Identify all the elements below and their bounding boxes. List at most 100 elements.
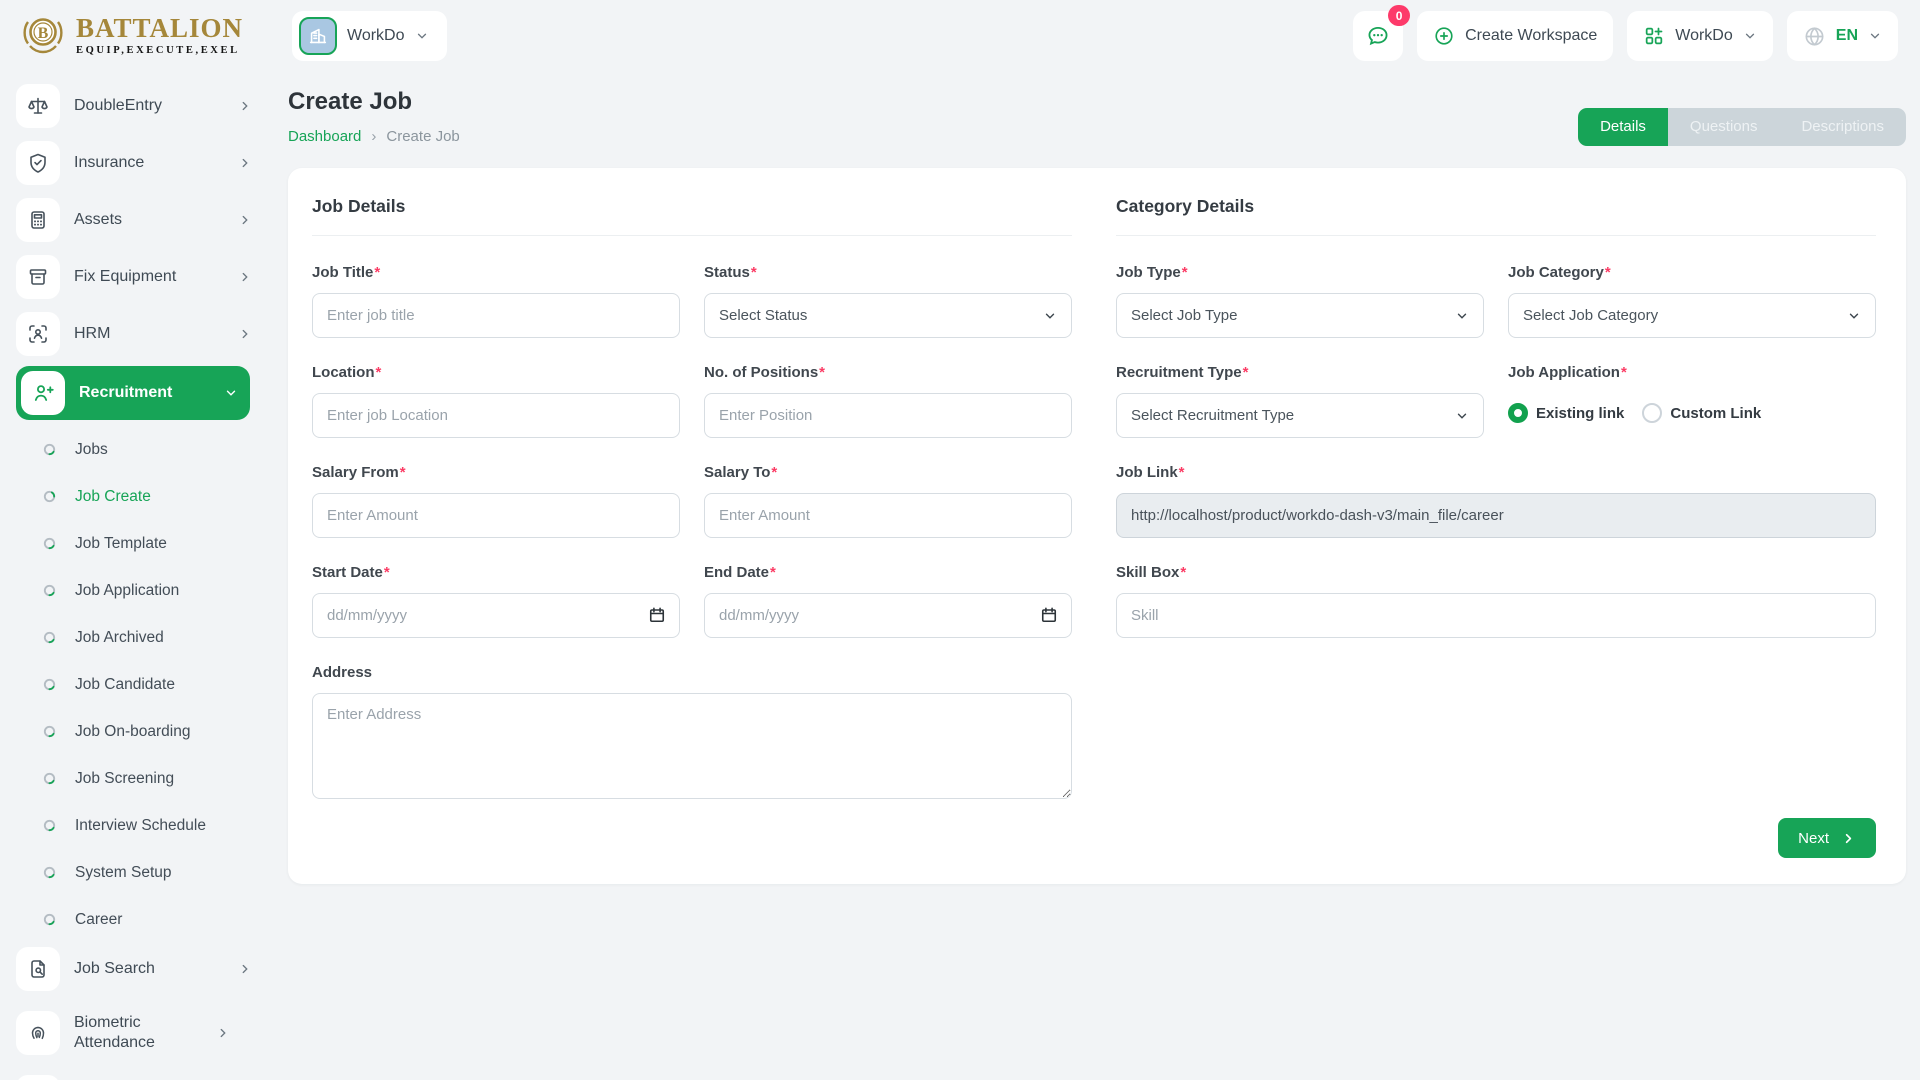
topbar: B BATTALION EQUIP,EXECUTE,EXEL WorkDo <box>0 0 1920 72</box>
globe-icon <box>1803 25 1826 48</box>
sidebar-subitem-job-archived[interactable]: Job Archived <box>0 614 262 661</box>
radio-existing-link[interactable]: Existing link <box>1508 403 1624 423</box>
sidebar-subitem-system-setup[interactable]: System Setup <box>0 849 262 896</box>
sidebar-subitem-jobs[interactable]: Jobs <box>0 426 262 473</box>
positions-input[interactable] <box>704 393 1072 438</box>
field-recruitment-type: Recruitment Type* Select Recruitment Typ… <box>1116 364 1484 438</box>
sidebar-subitem-job-candidate[interactable]: Job Candidate <box>0 661 262 708</box>
chevron-down-icon <box>1743 29 1757 43</box>
circle-dot-icon <box>42 724 57 739</box>
create-workspace-button[interactable]: Create Workspace <box>1417 11 1613 61</box>
sidebar-subitem-interview-schedule[interactable]: Interview Schedule <box>0 802 262 849</box>
salary-to-input[interactable] <box>704 493 1072 538</box>
job-application-radio-group: Existing link Custom Link <box>1508 403 1876 423</box>
chevron-right-icon <box>216 1026 230 1040</box>
brand-logo[interactable]: B BATTALION EQUIP,EXECUTE,EXEL <box>0 10 262 62</box>
radio-custom-link[interactable]: Custom Link <box>1642 403 1761 423</box>
brand-title: BATTALION <box>76 15 243 42</box>
circle-dot-icon <box>42 865 57 880</box>
field-start-date: Start Date* <box>312 564 680 638</box>
workspace-name: WorkDo <box>347 27 405 45</box>
chevron-right-icon <box>238 156 252 170</box>
chevron-down-icon <box>1043 309 1057 323</box>
sidebar-item-label: Job Search <box>74 959 224 979</box>
job-details-section: Job Details Job Title* Status* Select St… <box>312 196 1072 804</box>
create-job-card: Job Details Job Title* Status* Select St… <box>288 168 1906 884</box>
breadcrumb-dashboard-link[interactable]: Dashboard <box>288 128 361 145</box>
create-workspace-label: Create Workspace <box>1465 27 1597 45</box>
sidebar-item-doubleentry[interactable]: DoubleEntry <box>16 80 252 132</box>
wizard-tabs: Details Questions Descriptions <box>1578 108 1906 146</box>
skill-input[interactable] <box>1116 593 1876 638</box>
sidebar-item-label: Insurance <box>74 153 224 173</box>
sidebar-subitem-job-application[interactable]: Job Application <box>0 567 262 614</box>
plus-circle-icon <box>1433 25 1455 47</box>
breadcrumb-current: Create Job <box>386 128 459 145</box>
sidebar-item-biometric-attendance[interactable]: Biometric Attendance <box>16 1000 252 1066</box>
tab-descriptions[interactable]: Descriptions <box>1779 108 1906 146</box>
job-title-input[interactable] <box>312 293 680 338</box>
tab-questions[interactable]: Questions <box>1668 108 1780 146</box>
circle-dot-icon <box>42 536 57 551</box>
app-switcher-button[interactable]: WorkDo <box>1627 11 1773 61</box>
sidebar-subitem-job-screening[interactable]: Job Screening <box>0 755 262 802</box>
chevron-right-icon <box>238 99 252 113</box>
start-date-input[interactable] <box>312 593 680 638</box>
building-icon <box>307 25 329 47</box>
circle-dot-icon <box>42 442 57 457</box>
sidebar-item-label: HRM <box>74 324 224 344</box>
sidebar-item-procurement[interactable]: Procurement <box>16 1071 252 1080</box>
field-positions: No. of Positions* <box>704 364 1072 438</box>
field-location: Location* <box>312 364 680 438</box>
sidebar-subitem-job-create[interactable]: Job Create <box>0 473 262 520</box>
scales-icon <box>26 94 50 118</box>
sidebar-item-hrm[interactable]: HRM <box>16 308 252 360</box>
app-root: B BATTALION EQUIP,EXECUTE,EXEL WorkDo <box>0 0 1920 1080</box>
chevron-down-icon <box>1455 409 1469 423</box>
main-content: Create Job Dashboard › Create Job Detail… <box>262 72 1920 1080</box>
field-job-application: Job Application* Existing link Custom Li… <box>1508 364 1876 438</box>
sidebar-item-insurance[interactable]: Insurance <box>16 137 252 189</box>
workspace-avatar <box>299 17 337 55</box>
workspace-selector[interactable]: WorkDo <box>292 11 447 61</box>
sidebar: DoubleEntry Insurance Assets Fix Equipme… <box>0 72 262 1080</box>
job-link-readonly-input: http://localhost/product/workdo-dash-v3/… <box>1116 493 1876 538</box>
language-selector[interactable]: EN <box>1787 11 1898 61</box>
sidebar-item-label: Recruitment <box>79 383 210 403</box>
shield-check-icon <box>26 151 50 175</box>
sidebar-subitem-job-onboarding[interactable]: Job On-boarding <box>0 708 262 755</box>
end-date-input[interactable] <box>704 593 1072 638</box>
page-title: Create Job <box>288 88 460 116</box>
chevron-down-icon <box>1847 309 1861 323</box>
sidebar-subitem-career[interactable]: Career <box>0 896 262 943</box>
sidebar-item-recruitment[interactable]: Recruitment <box>16 366 250 420</box>
circle-dot-icon <box>42 583 57 598</box>
chevron-right-icon <box>238 327 252 341</box>
topbar-actions: 0 Create Workspace WorkDo <box>1353 11 1898 61</box>
sidebar-item-fix-equipment[interactable]: Fix Equipment <box>16 251 252 303</box>
salary-from-input[interactable] <box>312 493 680 538</box>
sidebar-item-assets[interactable]: Assets <box>16 194 252 246</box>
sidebar-subitem-job-template[interactable]: Job Template <box>0 520 262 567</box>
sidebar-item-job-search[interactable]: Job Search <box>16 943 252 995</box>
messages-button[interactable]: 0 <box>1353 11 1403 61</box>
field-job-category: Job Category* Select Job Category <box>1508 264 1876 338</box>
address-textarea[interactable] <box>312 693 1072 799</box>
field-status: Status* Select Status <box>704 264 1072 338</box>
tab-details[interactable]: Details <box>1578 108 1668 146</box>
recruitment-type-select[interactable]: Select Recruitment Type <box>1116 393 1484 438</box>
circle-dot-icon <box>42 489 57 504</box>
field-job-link: Job Link* http://localhost/product/workd… <box>1116 464 1876 538</box>
chevron-right-icon <box>1841 831 1856 846</box>
job-category-select[interactable]: Select Job Category <box>1508 293 1876 338</box>
next-button[interactable]: Next <box>1778 818 1876 858</box>
breadcrumb-separator: › <box>371 128 376 145</box>
chevron-down-icon <box>1455 309 1469 323</box>
field-job-type: Job Type* Select Job Type <box>1116 264 1484 338</box>
messages-count-badge: 0 <box>1388 5 1410 26</box>
job-type-select[interactable]: Select Job Type <box>1116 293 1484 338</box>
sidebar-item-label: Fix Equipment <box>74 267 224 287</box>
status-select[interactable]: Select Status <box>704 293 1072 338</box>
location-input[interactable] <box>312 393 680 438</box>
app-switcher-label: WorkDo <box>1675 27 1733 45</box>
